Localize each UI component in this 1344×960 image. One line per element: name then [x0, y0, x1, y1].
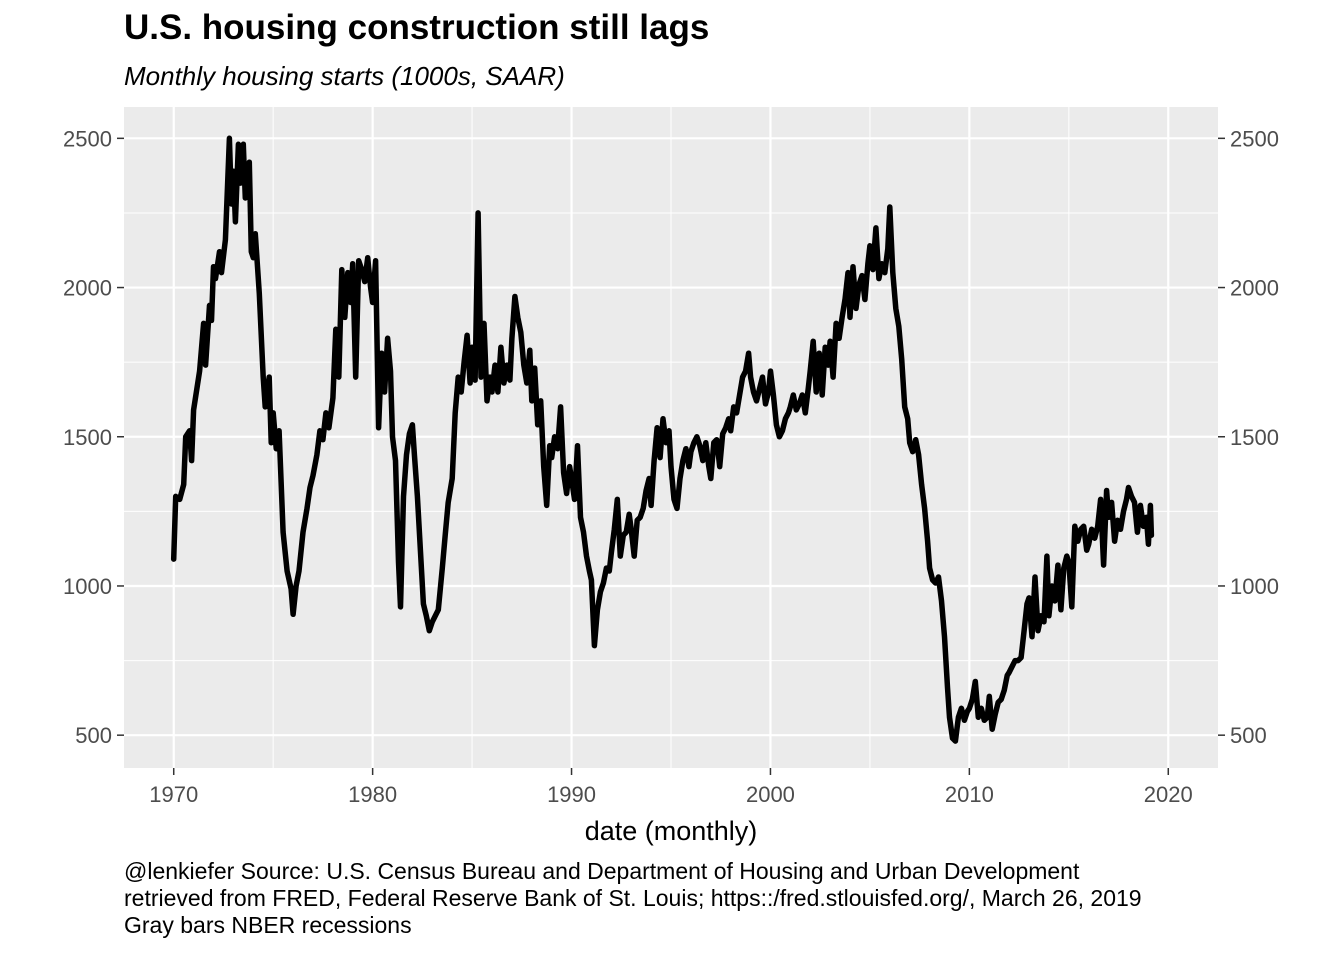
chart-subtitle: Monthly housing starts (1000s, SAAR): [124, 61, 565, 91]
chart-title: U.S. housing construction still lags: [124, 8, 710, 47]
y-tick-label-right: 1500: [1230, 425, 1279, 450]
x-tick-label: 2000: [746, 782, 795, 807]
source-caption: @lenkiefer Source: U.S. Census Bureau an…: [124, 858, 1142, 939]
x-axis-title: date (monthly): [585, 816, 758, 846]
y-tick-label-left: 500: [75, 723, 112, 748]
x-tick-label: 2010: [945, 782, 994, 807]
x-tick-label: 1970: [149, 782, 198, 807]
x-tick-label: 1980: [348, 782, 397, 807]
y-tick-label-left: 1500: [63, 425, 112, 450]
caption-line: Gray bars NBER recessions: [124, 912, 412, 938]
y-tick-label-right: 1000: [1230, 574, 1279, 599]
x-tick-label: 2020: [1144, 782, 1193, 807]
caption-line: retrieved from FRED, Federal Reserve Ban…: [124, 885, 1142, 911]
x-tick-label: 1990: [547, 782, 596, 807]
housing-starts-line: [170, 135, 1155, 744]
y-tick-label-left: 2500: [63, 126, 112, 151]
caption-line: @lenkiefer Source: U.S. Census Bureau an…: [124, 858, 1080, 884]
y-tick-label-left: 2000: [63, 276, 112, 301]
y-tick-label-left: 1000: [63, 574, 112, 599]
y-tick-label-right: 2500: [1230, 126, 1279, 151]
y-tick-label-right: 500: [1230, 723, 1267, 748]
y-tick-label-right: 2000: [1230, 276, 1279, 301]
